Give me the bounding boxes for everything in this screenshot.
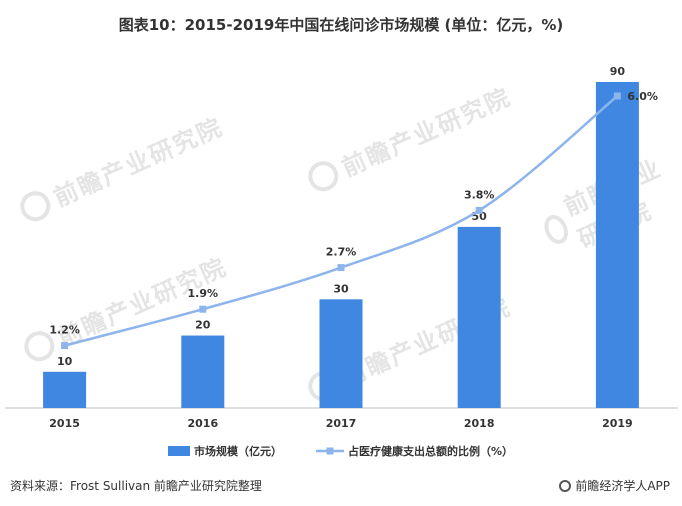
line-label-2019: 6.0% bbox=[627, 90, 658, 103]
x-tick-label-2019: 2019 bbox=[602, 417, 633, 430]
line-point-2019 bbox=[613, 92, 621, 100]
source-note: 资料来源：Frost Sullivan 前瞻产业研究院整理 bbox=[10, 479, 262, 493]
line-point-2017 bbox=[337, 264, 345, 272]
x-tick-label-2016: 2016 bbox=[187, 417, 218, 430]
bar-label-2016: 20 bbox=[195, 319, 211, 332]
line-label-2018: 3.8% bbox=[464, 188, 495, 201]
chart-title: 图表10：2015-2019年中国在线问诊市场规模 (单位：亿元，%) bbox=[118, 16, 564, 34]
brand-label: 前瞻经济学人APP bbox=[575, 479, 670, 493]
legend-bar-label: 市场规模（亿元） bbox=[194, 444, 282, 458]
x-tick-label-2018: 2018 bbox=[464, 417, 495, 430]
line-label-2017: 2.7% bbox=[326, 246, 357, 259]
brand-logo-icon bbox=[559, 479, 572, 492]
line-point-2015 bbox=[61, 342, 69, 350]
x-tick-label-2015: 2015 bbox=[49, 417, 80, 430]
line-label-2015: 1.2% bbox=[49, 324, 80, 337]
bar-2016 bbox=[181, 335, 225, 408]
legend-line-label: 占医疗健康支出总额的比例（%） bbox=[348, 444, 513, 458]
brand: 前瞻经济学人APP bbox=[559, 477, 670, 494]
legend-bar-swatch bbox=[168, 446, 190, 456]
bar-2018 bbox=[457, 226, 501, 408]
bar-label-2015: 10 bbox=[57, 355, 73, 368]
line-label-2016: 1.9% bbox=[188, 287, 219, 300]
bar-2019 bbox=[595, 82, 639, 408]
bar-2017 bbox=[319, 299, 363, 408]
bar-2015 bbox=[43, 371, 87, 408]
line-point-2018 bbox=[475, 206, 483, 214]
bar-label-2017: 30 bbox=[333, 282, 349, 295]
line-point-2016 bbox=[199, 305, 207, 313]
legend-line-marker bbox=[326, 447, 334, 455]
bar-label-2019: 90 bbox=[610, 65, 626, 78]
x-tick-label-2017: 2017 bbox=[326, 417, 357, 430]
